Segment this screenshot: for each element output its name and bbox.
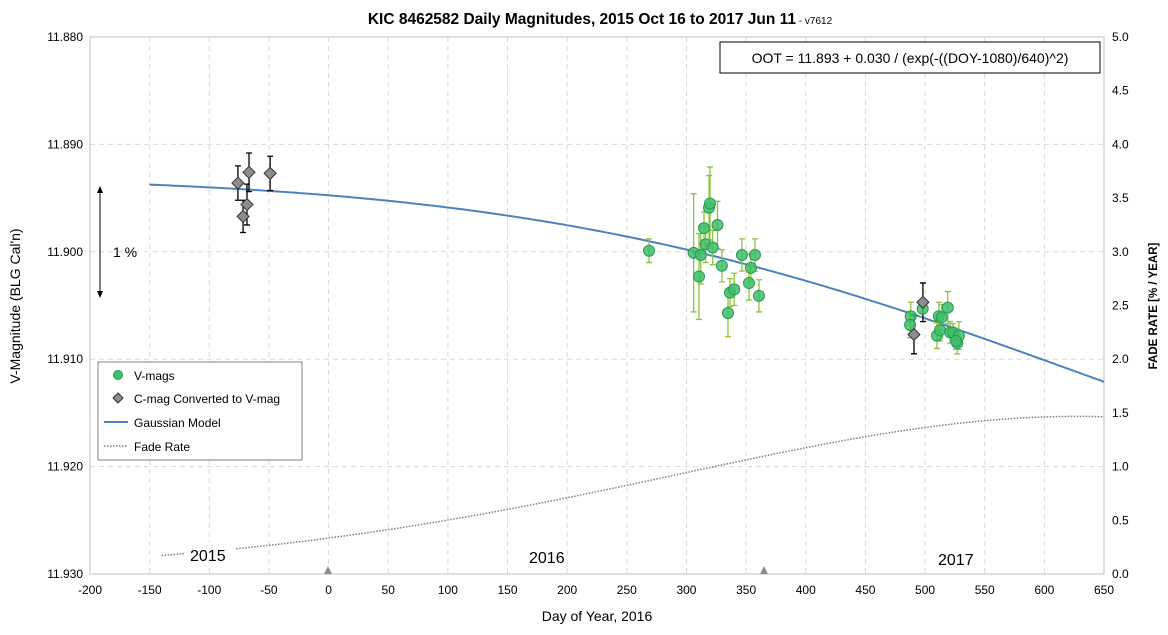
vmag-point bbox=[643, 244, 656, 257]
plot-area-border bbox=[89, 36, 1105, 575]
vmag-point bbox=[694, 249, 707, 262]
points-layer bbox=[231, 152, 965, 355]
legend-cmag-label: C-mag Converted to V-mag bbox=[134, 392, 280, 406]
x-tick-label: -200 bbox=[78, 583, 102, 597]
year-label-2015: 2015 bbox=[190, 548, 226, 565]
y-tick-label: 11.920 bbox=[47, 460, 83, 474]
x-tick-label: 350 bbox=[736, 583, 756, 597]
y2-tick-label: 2.5 bbox=[1112, 299, 1129, 313]
y2-tick-label: 1.5 bbox=[1112, 406, 1129, 420]
cmag-point bbox=[263, 166, 277, 181]
equation-text: OOT = 11.893 + 0.030 / (exp(-((DOY-1080)… bbox=[752, 50, 1069, 66]
grid bbox=[90, 37, 1104, 574]
x-tick-label: 450 bbox=[855, 583, 875, 597]
y2-tick-label: 3.5 bbox=[1112, 191, 1129, 205]
y2-tick-label: 0.5 bbox=[1112, 513, 1129, 527]
vmag-point bbox=[692, 270, 705, 283]
x-tick-label: 400 bbox=[796, 583, 816, 597]
x-tick-label: -150 bbox=[138, 583, 162, 597]
vmag-point bbox=[744, 261, 757, 274]
year-labels: 2015 2016 2017 bbox=[185, 543, 974, 574]
x-axis-label: Day of Year, 2016 bbox=[542, 608, 653, 624]
x-tick-label: 50 bbox=[382, 583, 396, 597]
year-label-2017: 2017 bbox=[938, 552, 974, 569]
vmag-point bbox=[933, 324, 946, 337]
y2-tick-label: 3.0 bbox=[1112, 245, 1129, 259]
y-tick-label: 11.900 bbox=[47, 245, 83, 259]
legend-vmags-label: V-mags bbox=[134, 369, 175, 383]
legend-vmags-marker bbox=[113, 370, 123, 380]
x-tick-labels: -200 -150 -100 -50 0 50 100 150 200 250 300 350 400 4… bbox=[78, 583, 1114, 597]
cmag-point bbox=[907, 327, 921, 342]
y2-tick-label: 1.0 bbox=[1112, 460, 1129, 474]
x-tick-label: 500 bbox=[915, 583, 935, 597]
equation-box: OOT = 11.893 + 0.030 / (exp(-((DOY-1080)… bbox=[719, 41, 1101, 74]
legend-fade-label: Fade Rate bbox=[134, 440, 190, 454]
year-start-marker-2017 bbox=[760, 566, 768, 574]
vmag-point bbox=[950, 334, 963, 347]
vmag-point bbox=[941, 301, 954, 314]
x-tick-label: 100 bbox=[438, 583, 458, 597]
x-tick-label: 0 bbox=[325, 583, 332, 597]
x-tick-label: 550 bbox=[975, 583, 995, 597]
y-tick-label: 11.910 bbox=[47, 352, 83, 366]
gaussian-model-line bbox=[149, 183, 1105, 383]
model-layer bbox=[149, 183, 1105, 557]
vmag-point bbox=[706, 241, 719, 254]
y2-tick-label: 4.0 bbox=[1112, 137, 1129, 151]
vmag-point bbox=[728, 283, 741, 296]
vmag-point bbox=[753, 289, 766, 302]
cmag-point bbox=[916, 295, 930, 309]
legend: V-mags C-mag Converted to V-mag Gaussian… bbox=[97, 361, 303, 461]
scale-annotation: 1 % bbox=[97, 186, 137, 298]
x-tick-label: -100 bbox=[197, 583, 221, 597]
legend-model-label: Gaussian Model bbox=[134, 416, 221, 430]
y-axis-label: V-Magnitude (BLG Cal'n) bbox=[7, 228, 23, 383]
y2-tick-label: 5.0 bbox=[1112, 30, 1129, 44]
vmag-point bbox=[735, 249, 748, 262]
y-tick-label: 11.890 bbox=[47, 137, 83, 151]
cmag-point bbox=[231, 176, 245, 190]
x-tick-label: -50 bbox=[260, 583, 278, 597]
vmag-point bbox=[703, 197, 716, 210]
x-tick-label: 600 bbox=[1034, 583, 1054, 597]
scale-label: 1 % bbox=[113, 244, 137, 260]
x-tick-label: 650 bbox=[1094, 583, 1114, 597]
x-tick-label: 300 bbox=[676, 583, 696, 597]
year-label-2016: 2016 bbox=[529, 550, 565, 567]
x-tick-label: 200 bbox=[557, 583, 577, 597]
vmag-point bbox=[715, 259, 728, 272]
x-tick-label: 250 bbox=[617, 583, 637, 597]
vmag-point bbox=[698, 222, 711, 235]
fade-rate-line bbox=[161, 415, 1105, 557]
y2-tick-label: 0.0 bbox=[1112, 567, 1129, 581]
cmag-point bbox=[242, 165, 256, 180]
cmag-point bbox=[236, 209, 250, 224]
y2-tick-label: 4.5 bbox=[1112, 84, 1129, 98]
y2-axis-label: FADE RATE [% / YEAR] bbox=[1148, 242, 1160, 369]
legend-cmag-marker bbox=[112, 392, 124, 404]
y2-tick-labels: 0.0 0.5 1.0 1.5 2.0 2.5 3.0 3.5 4.0 4.5 5.0 bbox=[1112, 30, 1129, 581]
y-tick-label: 11.880 bbox=[47, 30, 83, 44]
vmag-point bbox=[711, 218, 724, 231]
y-tick-label: 11.930 bbox=[47, 567, 83, 581]
chart-title: KIC 8462582 Daily Magnitudes, 2015 Oct 1… bbox=[368, 11, 833, 28]
x-tick-label: 150 bbox=[498, 583, 518, 597]
vmag-point bbox=[742, 276, 755, 289]
vmag-point bbox=[721, 307, 734, 320]
y2-tick-label: 2.0 bbox=[1112, 352, 1129, 366]
vmag-point bbox=[935, 311, 948, 324]
vmag-point bbox=[748, 249, 761, 262]
y-tick-labels: 11.880 11.890 11.900 11.910 11.920 11.930 bbox=[47, 30, 83, 581]
cmag-point bbox=[240, 197, 254, 212]
year-start-marker-2016 bbox=[324, 566, 332, 574]
vmag-point bbox=[904, 318, 917, 331]
